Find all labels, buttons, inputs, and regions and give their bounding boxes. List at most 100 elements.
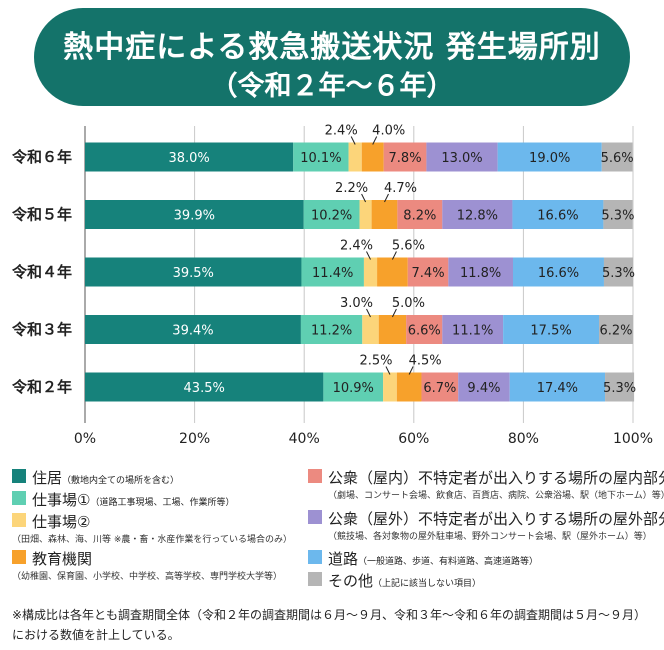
legend-sub-public-outdoor: （競技場、各対象物の屋外駐車場、野外コンサート会場、駅（屋外ホーム）等）	[328, 532, 652, 542]
data-label: 11.8%	[460, 266, 501, 281]
leader-line	[391, 308, 397, 318]
legend-note-workplace1: （道路工事現場、工場、作業所等）	[90, 498, 235, 508]
bar-segment	[442, 315, 504, 344]
legend-swatch-road	[308, 550, 322, 564]
bar-segment	[323, 372, 384, 402]
data-label: 7.8%	[389, 151, 422, 166]
bar-segment	[406, 315, 443, 344]
x-tick-label: 40%	[289, 431, 320, 447]
bar-segment	[371, 200, 398, 229]
legend-sub-workplace2: （田畑、森林、海、川等 ※農・畜・水産作業を行っている場合のみ）	[12, 535, 292, 545]
legend-swatch-public-indoor	[308, 469, 322, 483]
data-label: 5.6%	[392, 239, 425, 254]
bar-segment	[361, 142, 384, 172]
data-label: 2.4%	[340, 239, 373, 254]
leader-line	[408, 366, 414, 375]
leader-line	[372, 136, 378, 145]
stacked-bar-chart: 0% 20% 40% 60% 80% 100% 令和６年 38.0% 10.1% 2.4% 4.0%…	[12, 124, 653, 448]
data-label: 8.2%	[403, 209, 436, 224]
data-label: 43.5%	[184, 381, 225, 396]
bar-segment	[377, 257, 408, 287]
bar-segment	[407, 257, 449, 287]
data-label: 5.3%	[601, 209, 634, 224]
data-label: 9.4%	[467, 381, 500, 396]
data-label: 10.9%	[333, 381, 374, 396]
leader-line	[366, 251, 371, 260]
bar-segment	[512, 257, 604, 287]
data-label: 17.4%	[537, 381, 578, 396]
bar-segment	[497, 142, 602, 172]
leader-line	[385, 366, 391, 375]
data-label: 19.0%	[529, 151, 570, 166]
bar-segment	[458, 372, 510, 402]
data-label: 16.6%	[537, 209, 578, 224]
chart-title: 熱中症による救急搬送状況 発生場所別	[63, 30, 601, 65]
x-tick-label: 60%	[398, 431, 429, 447]
legend-swatch-workplace2	[12, 513, 26, 527]
bar-segment	[396, 372, 422, 402]
legend-label-public-outdoor: 公衆（屋外）不特定者が出入りする場所の屋外部分	[328, 510, 664, 528]
leader-line	[361, 193, 367, 203]
bar-segment	[448, 257, 513, 287]
bar-segment	[601, 142, 633, 172]
legend-label-education: 教育機関	[32, 550, 93, 568]
bar-segment	[293, 142, 349, 172]
legend-swatch-residence	[12, 469, 26, 483]
data-label: 2.4%	[325, 124, 358, 139]
legend-note-residence: （敷地内全ての場所を含む）	[62, 476, 180, 486]
data-label: 2.2%	[335, 181, 368, 196]
bar-segment	[85, 315, 301, 344]
data-label: 16.6%	[538, 266, 579, 281]
legend-label-other: その他	[328, 572, 374, 590]
data-label: 38.0%	[168, 151, 209, 166]
leader-line	[350, 136, 356, 145]
leader-line	[366, 308, 371, 318]
data-label: 5.3%	[603, 381, 636, 396]
leader-line	[391, 251, 397, 260]
bar-segment	[85, 372, 324, 402]
legend-sub-education: （幼稚園、保育園、小学校、中学校、高等学校、専門学校大学等）	[12, 572, 283, 582]
x-tick-label: 80%	[508, 431, 539, 447]
bar-segment	[85, 257, 302, 287]
legend-swatch-other	[308, 572, 322, 586]
bar-segment	[383, 372, 397, 402]
leader-line	[384, 193, 389, 203]
data-label: 6.7%	[423, 381, 456, 396]
bar-segment	[363, 257, 378, 287]
legend-label-residence: 住居	[32, 469, 63, 487]
data-label: 7.4%	[412, 266, 445, 281]
data-label: 11.4%	[312, 266, 353, 281]
data-label: 12.8%	[457, 209, 498, 224]
legend-label-public-indoor: 公衆（屋内）不特定者が出入りする場所の屋内部分	[328, 469, 664, 487]
data-label: 3.0%	[340, 296, 373, 311]
category-label: 令和４年	[12, 263, 72, 281]
bar-segment	[421, 372, 459, 402]
bar-segment	[426, 142, 498, 172]
bar-segment	[599, 315, 633, 344]
data-label: 4.0%	[372, 124, 405, 139]
data-label: 5.0%	[392, 296, 425, 311]
chart-subtitle: （令和２年～６年）	[210, 71, 454, 102]
category-label: 令和２年	[12, 378, 72, 396]
data-label: 4.5%	[409, 354, 442, 369]
bar-segment	[301, 257, 364, 287]
x-tick-label: 20%	[179, 431, 210, 447]
data-label: 2.5%	[359, 354, 392, 369]
data-label: 10.1%	[300, 151, 341, 166]
bar-segment	[397, 200, 443, 229]
data-label: 6.2%	[599, 324, 632, 339]
title-banner: 熱中症による救急搬送状況 発生場所別 （令和２年～６年）	[34, 8, 630, 106]
bar-segment	[303, 200, 360, 229]
legend-label-road: 道路	[328, 550, 359, 568]
bar-segment	[378, 315, 407, 344]
data-label: 39.9%	[174, 209, 215, 224]
data-label: 13.0%	[441, 151, 482, 166]
bar-segment	[603, 257, 633, 287]
bar-segment	[603, 200, 633, 229]
data-label: 4.7%	[384, 181, 417, 196]
category-label: 令和３年	[12, 321, 72, 339]
x-tick-label: 0%	[74, 431, 96, 447]
bar-segment	[348, 142, 362, 172]
data-label: 39.5%	[173, 266, 214, 281]
category-label: 令和６年	[12, 148, 72, 166]
